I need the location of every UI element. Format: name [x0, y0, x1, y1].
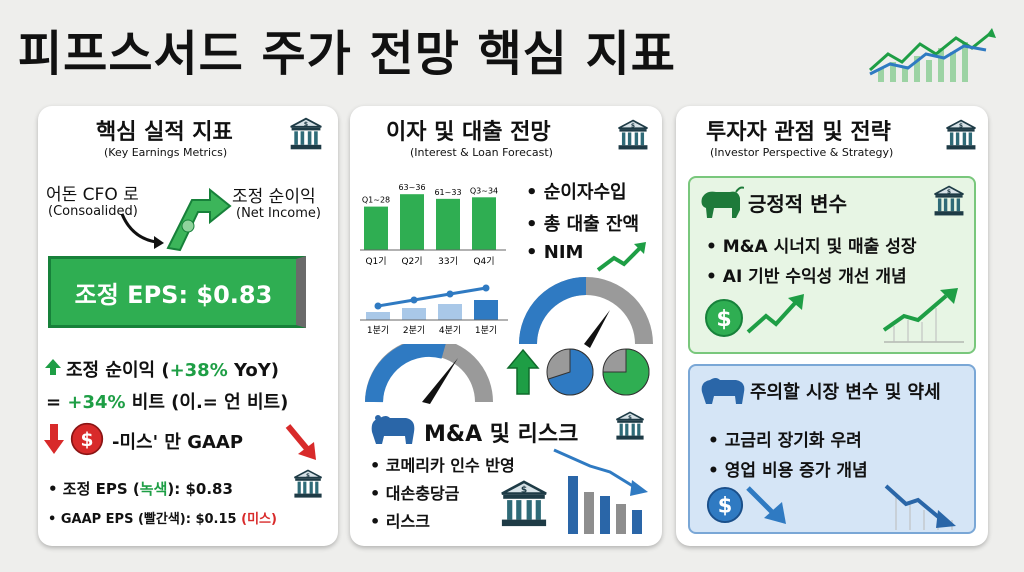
bar-category-label: 33기	[438, 256, 458, 267]
bank-icon	[498, 478, 550, 530]
positive-bullet-synergy: • M&A 시너지 및 매출 성장	[706, 237, 917, 257]
bear-icon	[701, 378, 745, 404]
down-arrow-icon	[44, 424, 64, 454]
panel-subheading: (Investor Perspective & Strategy)	[710, 146, 894, 159]
bar-value-label: Q1~28	[362, 196, 390, 205]
right-sublabel: (Net Income)	[236, 206, 321, 221]
panel-subheading: (Interest & Loan Forecast)	[410, 146, 553, 159]
bank-icon	[614, 410, 646, 442]
panel-heading: 핵심 실적 지표	[96, 120, 233, 145]
bear-icon	[371, 415, 415, 444]
bullet-nim: • NIM	[526, 242, 584, 263]
page-title: 피프스서드 주가 전망 핵심 지표	[18, 26, 676, 82]
svg-text:$: $	[80, 430, 93, 451]
x-tick-label: 1분기	[475, 325, 497, 336]
right-label: 조정 순이익	[232, 187, 316, 207]
net-income-line: 조정 순이익 (+38% YoY)	[66, 360, 280, 381]
svg-text:$: $	[718, 494, 733, 518]
positive-bullet-ai: • AI 기반 수익성 개선 개념	[706, 267, 907, 287]
bank-icon	[288, 116, 324, 152]
risk-bullet-risk: • 리스크	[370, 512, 430, 531]
risk-bullet-comerica: • 코메리카 인수 반영	[370, 456, 515, 475]
beat-line: = +34% 비트 (이.= 언 비트)	[46, 392, 289, 413]
panel-key-earnings: 핵심 실적 지표 (Key Earnings Metrics) 어돈 CFO 로…	[38, 106, 338, 546]
bullet-gaap-eps: • GAAP EPS (빨간색): $0.15 (미스)	[48, 512, 277, 527]
bank-icon	[616, 118, 650, 152]
bar-category-label: Q2기	[401, 256, 422, 267]
bar-category-label: Q4기	[473, 256, 494, 267]
point	[446, 290, 454, 298]
risk-heading: M&A 및 리스크	[424, 422, 579, 447]
pie-chart-icon	[602, 348, 650, 396]
bar-category-label: Q1기	[365, 256, 386, 267]
bank-icon	[932, 184, 966, 218]
bar	[438, 304, 462, 320]
bar-value-label: 63~36	[398, 183, 425, 192]
trend-up-icon	[746, 294, 804, 334]
bank-icon	[292, 468, 324, 500]
x-tick-label: 1분기	[367, 325, 389, 336]
bar	[366, 312, 390, 320]
bar	[472, 197, 496, 250]
up-arrow-icon	[45, 359, 61, 375]
bank-icon	[944, 118, 978, 152]
bar	[436, 198, 460, 250]
risk-bullet-provision: • 대손충당금	[370, 484, 460, 503]
x-tick-label: 4분기	[439, 325, 461, 336]
pie-chart-icon	[546, 348, 594, 396]
bar-value-label: 61~33	[434, 188, 461, 197]
panel-investor-strategy: 투자자 관점 및 전략 (Investor Perspective & Stra…	[676, 106, 988, 546]
negative-heading: 주의할 시장 변수 및 약세	[750, 382, 941, 403]
bullet-net-interest-income: • 순이자수입	[526, 182, 627, 203]
gauge-icon	[365, 344, 493, 404]
trend-down-icon	[553, 448, 648, 534]
bull-icon	[701, 186, 744, 218]
x-tick-label: 2분기	[403, 325, 425, 336]
point	[482, 284, 490, 292]
up-arrow-icon	[506, 348, 540, 395]
trend-down-icon	[746, 486, 786, 524]
trend-down-icon	[285, 424, 316, 460]
gaap-miss-line: -미스' 만 GAAP	[112, 432, 244, 453]
bar-value-label: Q3~34	[470, 186, 498, 195]
positive-heading: 긍정적 변수	[748, 192, 847, 216]
panel-interest-loan: 이자 및 대출 전망 (Interest & Loan Forecast) Q1…	[350, 106, 662, 546]
adjusted-eps-box: 조정 EPS: $0.83	[48, 256, 306, 328]
panel-subheading: (Key Earnings Metrics)	[104, 146, 228, 159]
money-arrow-icon	[120, 187, 232, 252]
trend-up-icon	[596, 242, 646, 272]
bar	[364, 206, 388, 250]
panel-heading: 투자자 관점 및 전략	[706, 120, 891, 145]
dollar-coin-icon: $	[705, 299, 743, 337]
negative-bullet-costs: • 영업 비용 증가 개념	[708, 461, 868, 481]
dollar-coin-icon: $	[706, 486, 744, 524]
pie-slice	[602, 348, 650, 396]
interest-line-chart: 1분기 2분기 4분기 1분기	[360, 284, 508, 336]
negative-bullet-rates: • 고금리 장기화 우려	[708, 431, 862, 451]
point	[374, 302, 382, 310]
trend-down-icon	[884, 484, 956, 530]
dollar-coin-icon: $	[70, 422, 104, 456]
bar	[400, 194, 424, 250]
point	[410, 296, 418, 304]
bar	[402, 308, 426, 320]
trend-up-icon	[869, 28, 996, 82]
svg-text:$: $	[716, 307, 731, 332]
trend-up-icon	[882, 288, 964, 343]
left-sublabel: (Consoalided)	[48, 204, 138, 219]
series-line	[377, 286, 487, 308]
pie-slice	[547, 348, 594, 396]
gauge-icon	[519, 277, 653, 348]
negative-factors-box: 주의할 시장 변수 및 약세 • 고금리 장기화 우려 • 영업 비용 증가 개…	[688, 364, 976, 534]
panel-heading: 이자 및 대출 전망	[386, 120, 551, 145]
bar	[474, 300, 498, 320]
bullet-total-loans: • 총 대출 잔액	[526, 214, 640, 235]
positive-factors-box: 긍정적 변수 • M&A 시너지 및 매출 성장 • AI 기반 수익성 개선 …	[688, 176, 976, 354]
bullet-adjusted-eps: • 조정 EPS (녹색): $0.83	[48, 480, 233, 498]
loan-bar-chart: Q1~28 Q1기 63~36 Q2기 61~33 33기 Q3~34 Q4기	[360, 183, 506, 267]
left-label: 어돈 CFO 로	[46, 185, 139, 205]
